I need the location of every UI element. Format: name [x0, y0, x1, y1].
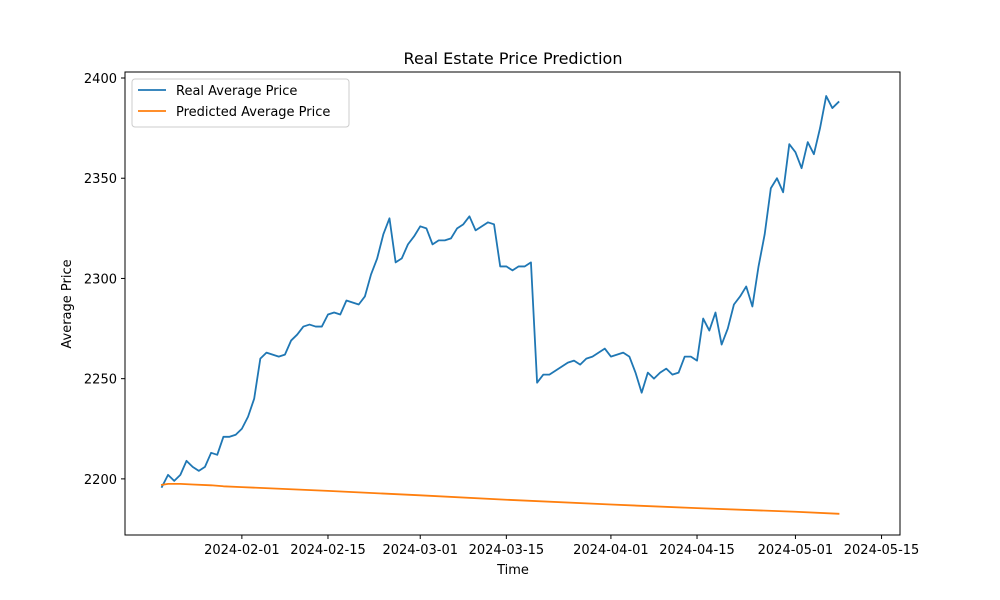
legend: Real Average Price Predicted Average Pric…: [131, 78, 350, 128]
x-tick-label: 2024-03-15: [469, 543, 545, 558]
series-line-1: [160, 482, 840, 515]
y-tick-label: 2400: [84, 72, 117, 87]
x-tick-label: 2024-05-15: [844, 543, 920, 558]
y-tick-label: 2200: [84, 473, 117, 488]
y-tick-label: 2300: [84, 272, 117, 287]
x-axis: 2024-02-01 2024-02-15 2024-03-01 2024-03-15…: [204, 535, 919, 558]
y-axis: 2200 2250 2300 2350 2400: [84, 72, 125, 488]
plot-frame: [124, 71, 901, 536]
x-tick-label: 2024-03-01: [382, 543, 458, 558]
legend-frame: [131, 78, 350, 128]
x-axis-title: Time: [496, 563, 529, 578]
x-tick-label: 2024-04-15: [659, 543, 735, 558]
y-tick-label: 2250: [84, 373, 117, 388]
chart-title: Real Estate Price Prediction: [404, 49, 623, 68]
y-axis-title: Average Price: [60, 259, 75, 348]
x-tick-label: 2024-04-01: [573, 543, 649, 558]
plot-area: [124, 71, 901, 536]
y-tick-label: 2350: [84, 172, 117, 187]
x-tick-label: 2024-05-01: [758, 543, 834, 558]
legend-label: Predicted Average Price: [176, 105, 330, 120]
x-tick-label: 2024-02-15: [290, 543, 366, 558]
legend-label: Real Average Price: [176, 84, 297, 99]
series-line-0: [160, 95, 840, 489]
series-layer: [160, 95, 840, 515]
x-tick-label: 2024-02-01: [204, 543, 280, 558]
